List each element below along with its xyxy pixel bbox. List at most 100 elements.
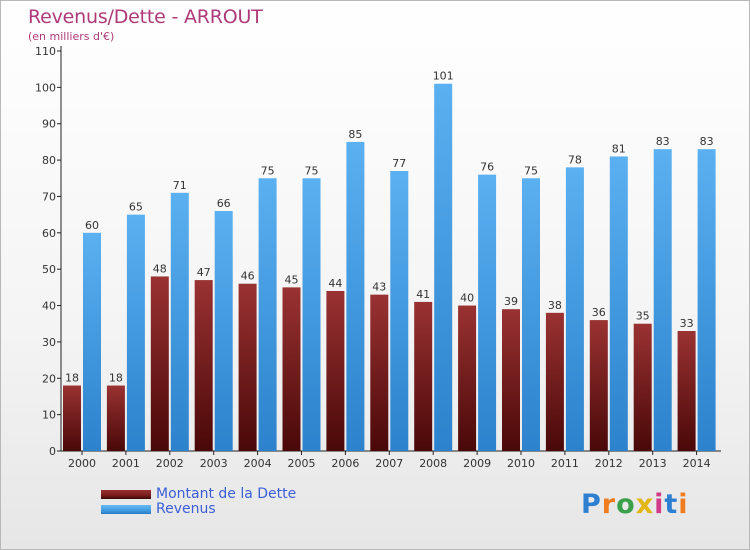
data-label-revenus: 81 [612, 142, 626, 155]
x-tick-label: 2002 [156, 457, 184, 470]
bar-revenus [346, 141, 365, 451]
data-label-revenus: 78 [568, 153, 582, 166]
bar-dette [326, 291, 345, 451]
data-label-dette: 46 [241, 270, 255, 283]
bar-revenus [609, 156, 628, 452]
y-tick-label: 20 [42, 372, 56, 385]
x-tick-label: 2010 [507, 457, 535, 470]
data-label-revenus: 75 [524, 164, 538, 177]
data-label-revenus: 60 [85, 219, 99, 232]
bar-dette [414, 301, 433, 451]
data-label-revenus: 71 [173, 179, 187, 192]
bar-dette [589, 320, 608, 451]
logo-letter: x [635, 489, 655, 520]
x-tick-label: 2013 [639, 457, 667, 470]
data-label-dette: 18 [65, 372, 79, 385]
bar-revenus [126, 214, 145, 451]
data-label-dette: 36 [592, 306, 606, 319]
bar-dette [633, 323, 652, 451]
bar-revenus [522, 178, 540, 452]
chart-subtitle: (en milliers d'€) [28, 30, 115, 43]
data-label-revenus: 75 [261, 164, 275, 177]
bar-revenus [83, 232, 101, 451]
data-label-revenus: 75 [305, 164, 319, 177]
data-label-dette: 39 [504, 295, 518, 308]
bar-revenus [214, 211, 233, 451]
data-label-dette: 45 [285, 273, 299, 286]
bar-dette [150, 276, 169, 451]
data-label-revenus: 65 [129, 201, 143, 214]
bar-dette [238, 283, 257, 451]
bar-revenus [258, 178, 277, 452]
y-tick-label: 110 [35, 45, 56, 58]
data-label-revenus: 77 [392, 157, 406, 170]
logo-letter: t [664, 489, 679, 520]
bar-revenus [565, 167, 584, 451]
data-label-dette: 38 [548, 299, 562, 312]
x-tick-label: 2008 [419, 457, 447, 470]
data-label-revenus: 83 [700, 135, 714, 148]
y-tick-label: 100 [35, 81, 56, 94]
legend-swatch-dette [101, 490, 151, 499]
x-tick-label: 2009 [463, 457, 491, 470]
y-tick-label: 90 [42, 118, 56, 131]
y-tick-label: 60 [42, 227, 56, 240]
data-label-dette: 43 [372, 281, 386, 294]
data-label-dette: 48 [153, 262, 167, 275]
x-tick-label: 2003 [200, 457, 228, 470]
data-label-revenus: 101 [433, 70, 454, 83]
x-tick-label: 2006 [331, 457, 359, 470]
bar-dette [194, 280, 213, 451]
data-label-dette: 18 [109, 372, 123, 385]
y-tick-label: 70 [42, 190, 56, 203]
data-label-dette: 41 [416, 288, 430, 301]
chart-bars [63, 83, 716, 452]
x-tick-label: 2005 [288, 457, 316, 470]
bar-dette [502, 309, 520, 451]
bar-dette [106, 385, 125, 451]
data-label-dette: 44 [328, 277, 342, 290]
logo-letter: P [581, 489, 602, 520]
logo-letter: i [654, 489, 665, 520]
y-tick-label: 30 [42, 336, 56, 349]
bar-revenus [653, 149, 672, 451]
logo-letter: i [678, 489, 689, 520]
legend-swatch-revenus [101, 505, 151, 514]
bar-revenus [170, 192, 189, 451]
chart-title: Revenus/Dette - ARROUT [28, 6, 263, 28]
data-label-dette: 47 [197, 266, 211, 279]
proxiti-logo: Proxiti [581, 489, 689, 520]
x-tick-label: 2011 [551, 457, 579, 470]
logo-letter: o [616, 489, 636, 520]
bar-dette [677, 331, 696, 451]
bar-revenus [697, 149, 716, 451]
x-tick-label: 2001 [112, 457, 140, 470]
y-tick-label: 10 [42, 409, 56, 422]
y-tick-label: 40 [42, 300, 56, 313]
bar-dette [545, 312, 564, 451]
bar-dette [282, 287, 301, 451]
bar-revenus [478, 174, 497, 452]
chart-data-labels: 18 60 18 65 48 71 47 66 46 75 45 75 44 85 43 77 41 101 40 7… [65, 70, 714, 385]
bar-dette [458, 305, 477, 451]
x-tick-label: 2000 [68, 457, 96, 470]
data-label-dette: 33 [680, 317, 694, 330]
bar-revenus [302, 178, 321, 452]
legend-label-dette: Montant de la Dette [156, 486, 297, 502]
bar-revenus [390, 171, 409, 451]
x-tick-label: 2004 [244, 457, 272, 470]
data-label-dette: 35 [636, 310, 650, 323]
x-tick-label: 2014 [683, 457, 711, 470]
x-tick-label: 2012 [595, 457, 623, 470]
data-label-revenus: 83 [656, 135, 670, 148]
y-tick-label: 0 [49, 445, 56, 458]
y-tick-label: 50 [42, 263, 56, 276]
bar-dette [370, 294, 389, 451]
data-label-revenus: 66 [217, 197, 231, 210]
data-label-dette: 40 [460, 292, 474, 305]
data-label-revenus: 85 [348, 128, 362, 141]
x-tick-label: 2007 [375, 457, 403, 470]
logo-letter: r [601, 489, 617, 520]
